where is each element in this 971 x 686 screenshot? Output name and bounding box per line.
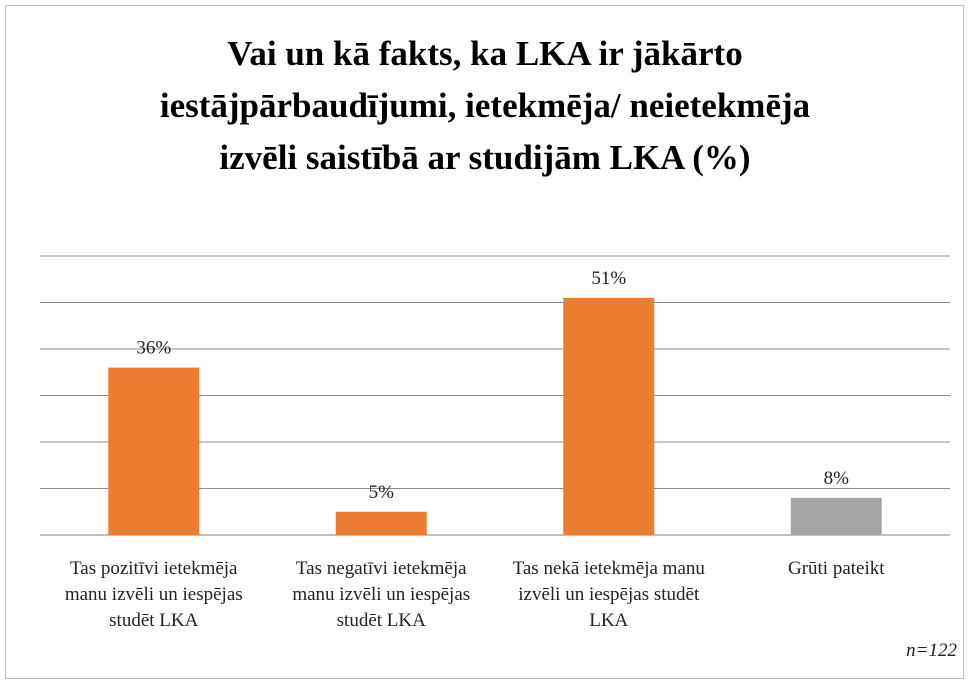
bar [790, 497, 882, 535]
annotation: n=122 [906, 640, 957, 661]
x-tick-label: Tas nekā ietekmēja manu izvēli un iespēj… [512, 558, 705, 631]
data-label: 8% [824, 468, 850, 489]
chart-title: Vai un kā fakts, ka LKA ir jākārto iestā… [159, 34, 811, 177]
data-label: 51% [591, 268, 626, 289]
x-tick-label: Tas pozitīvi ietekmēja manu izvēli un ie… [64, 558, 243, 631]
bar [108, 367, 200, 535]
x-tick-label: Grūti pateikt [787, 558, 885, 579]
x-tick-label: Tas negatīvi ietekmēja manu izvēli un ie… [292, 558, 471, 631]
data-label: 36% [136, 338, 171, 359]
data-label: 5% [369, 482, 395, 503]
frame [5, 5, 964, 679]
bar [335, 511, 427, 535]
bar [563, 297, 655, 535]
